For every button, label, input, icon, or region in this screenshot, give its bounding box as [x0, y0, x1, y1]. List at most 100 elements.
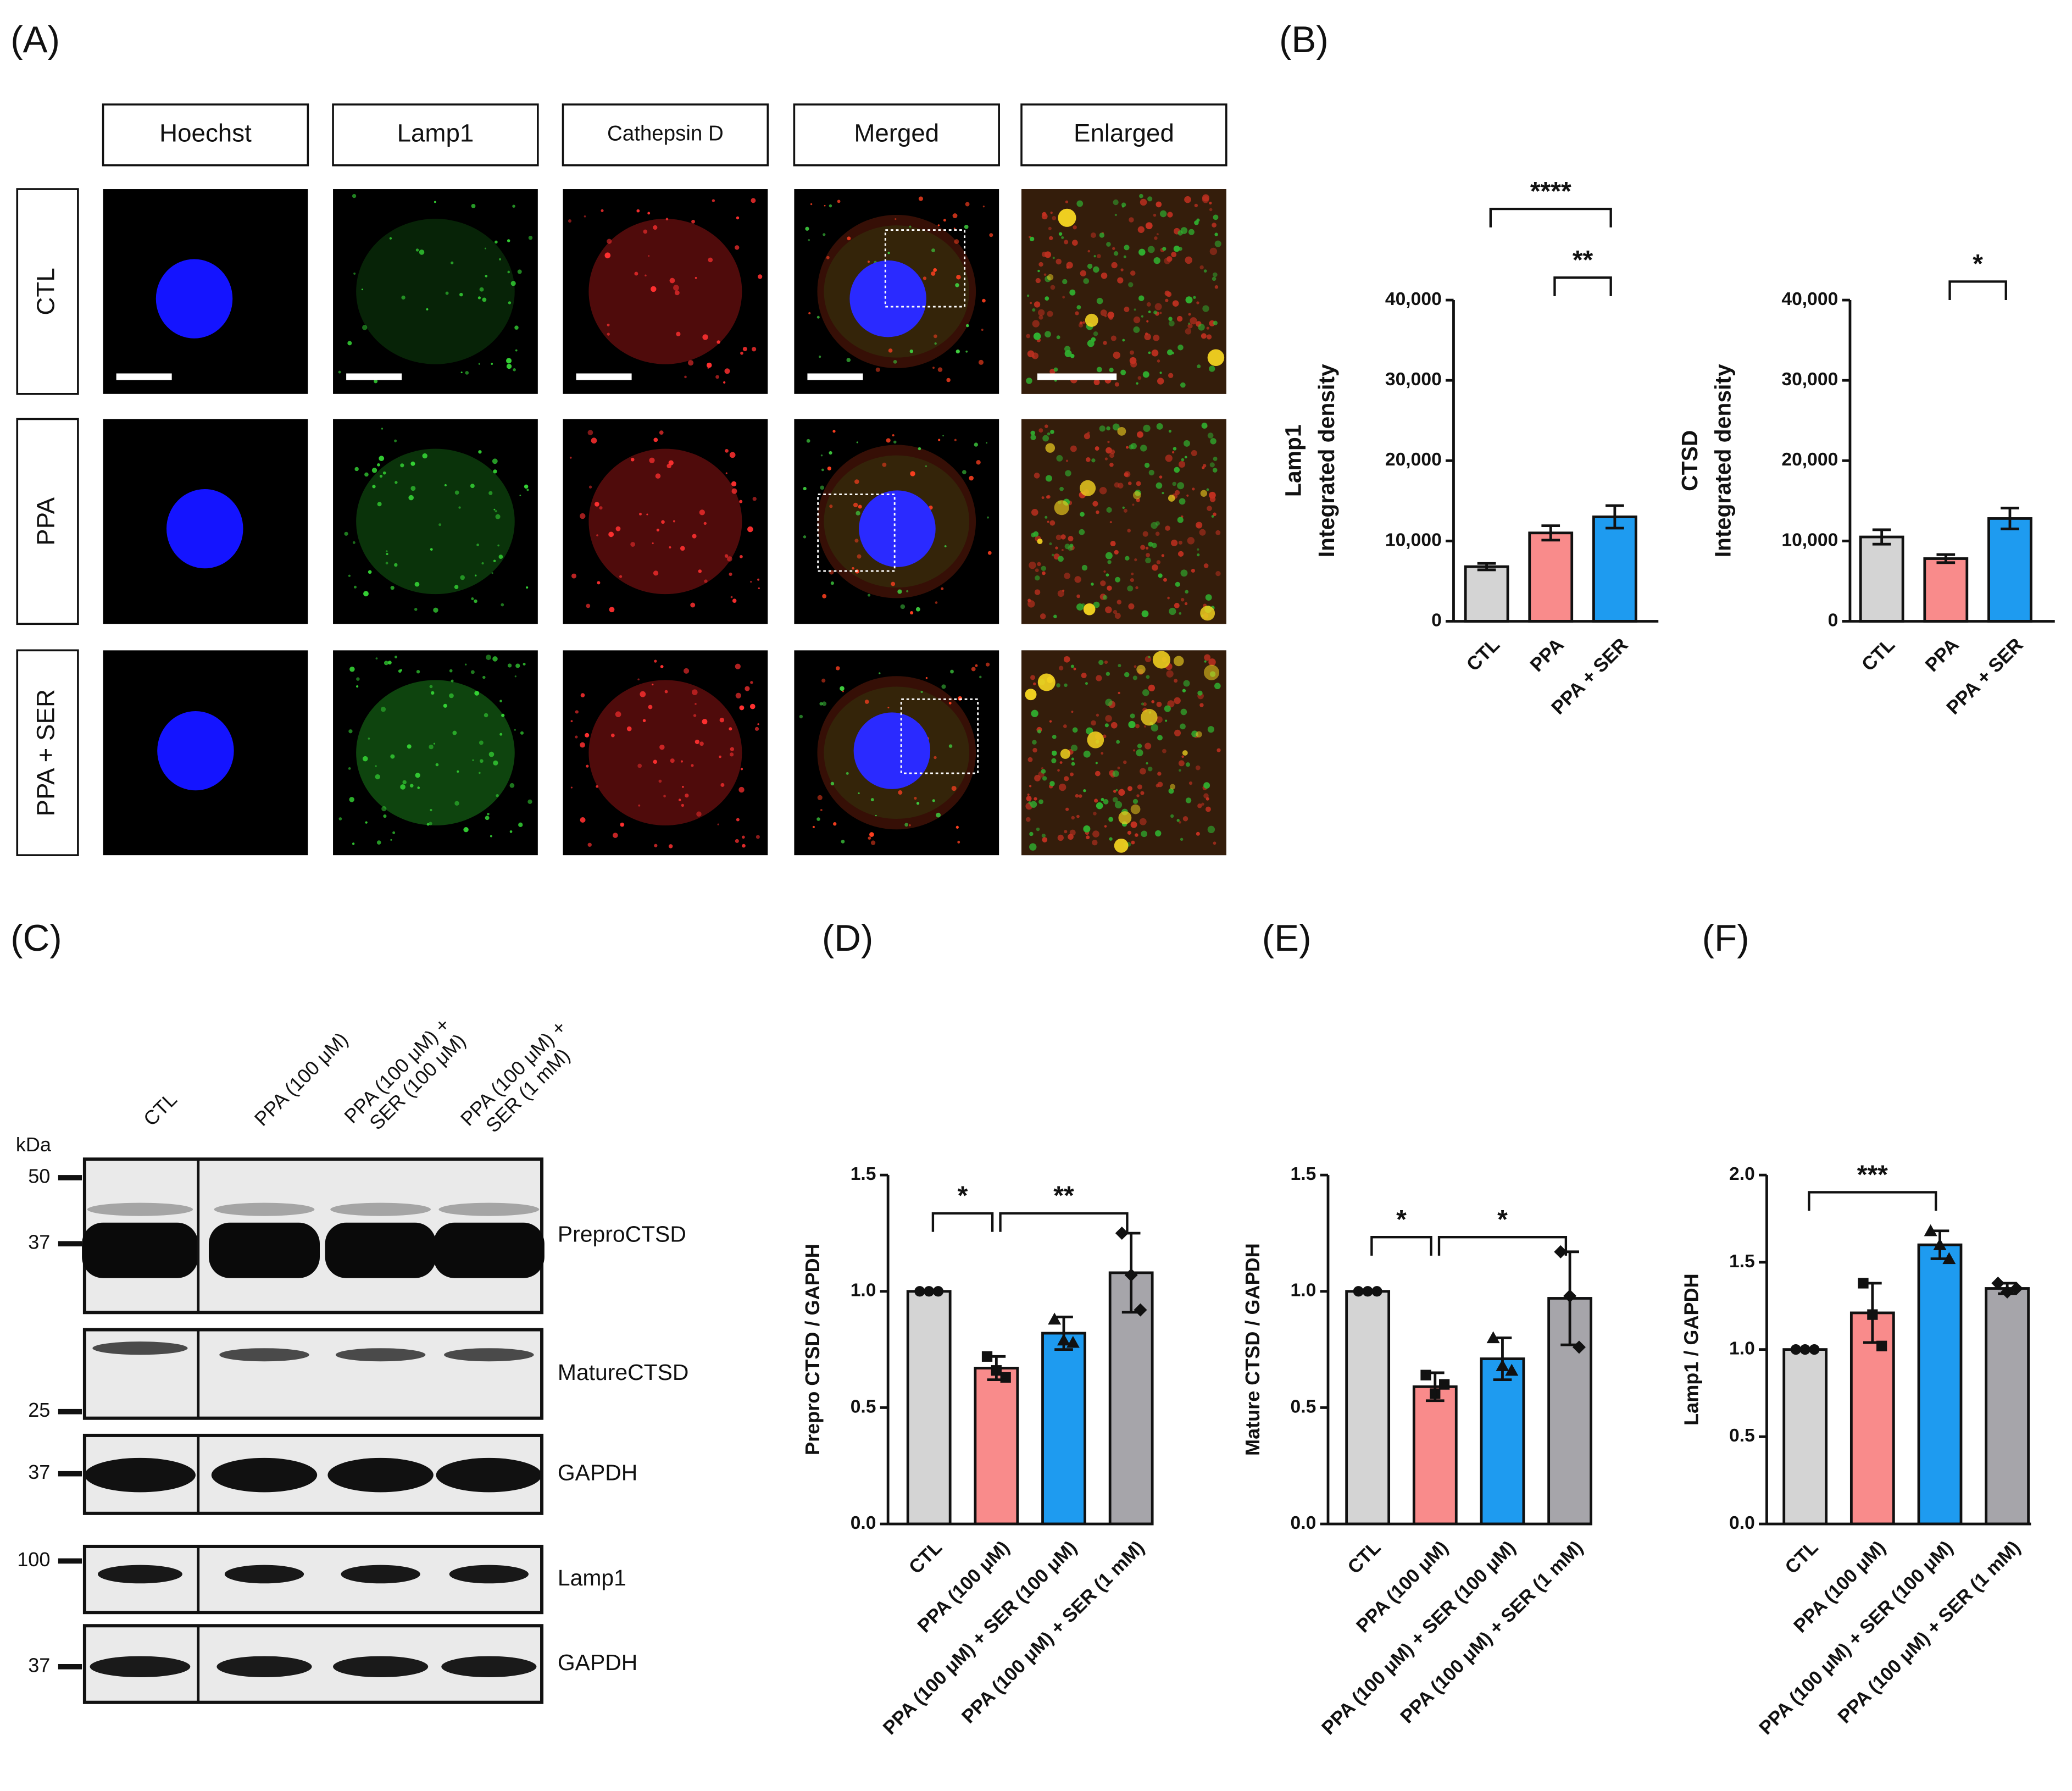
band — [97, 1565, 182, 1584]
micrograph-puncta — [1040, 613, 1046, 619]
micrograph-puncta — [507, 239, 510, 242]
micrograph-puncta — [1141, 830, 1148, 838]
micrograph-puncta — [1063, 656, 1070, 663]
micrograph-puncta — [1076, 200, 1084, 207]
micrograph-puncta — [987, 516, 989, 519]
micrograph-puncta — [1145, 546, 1149, 550]
micrograph-puncta — [1083, 603, 1096, 616]
micrograph-puncta — [591, 437, 597, 444]
micrograph-puncta — [352, 193, 357, 198]
micrograph-puncta — [344, 531, 348, 536]
micrograph-puncta — [1153, 334, 1160, 341]
micrograph-puncta — [674, 290, 680, 296]
bar — [1782, 1348, 1828, 1526]
micrograph-puncta — [1168, 373, 1174, 378]
micrograph-puncta — [1147, 766, 1153, 772]
micrograph-puncta — [1031, 352, 1039, 359]
micrograph-puncta — [1069, 829, 1076, 836]
micrograph-puncta — [368, 738, 370, 740]
micrograph-puncta — [1071, 711, 1074, 713]
micrograph-puncta — [696, 811, 702, 817]
micrograph-puncta — [466, 828, 469, 830]
column-header: Cathepsin D — [607, 122, 724, 146]
y-tick-label: 20,000 — [1781, 450, 1838, 470]
micrograph-puncta — [1141, 702, 1145, 706]
micrograph-puncta — [395, 481, 398, 484]
micrograph-puncta — [1037, 673, 1056, 691]
micrograph-puncta — [1076, 814, 1080, 818]
band — [330, 1202, 431, 1216]
micrograph-puncta — [690, 602, 696, 608]
micrograph-puncta — [1173, 656, 1184, 667]
micrograph-puncta — [595, 502, 599, 507]
micrograph-puncta — [654, 659, 657, 663]
data-point — [1115, 1226, 1129, 1240]
micrograph-puncta — [1130, 804, 1141, 814]
micrograph-puncta — [1180, 723, 1186, 730]
micrograph-puncta — [1034, 589, 1041, 595]
micrograph-puncta — [1132, 491, 1141, 500]
micrograph-puncta — [725, 472, 727, 474]
micrograph-puncta — [955, 283, 959, 287]
micrograph-puncta — [1118, 691, 1120, 695]
micrograph-puncta — [638, 804, 641, 807]
micrograph-puncta — [1123, 255, 1126, 258]
micrograph-puncta — [724, 368, 730, 374]
y-tick-label: 0.5 — [1291, 1396, 1316, 1417]
micrograph-puncta — [957, 840, 960, 844]
micrograph-puncta — [1027, 600, 1035, 608]
micrograph-puncta — [736, 818, 740, 822]
micrograph-puncta — [454, 490, 459, 495]
micrograph-puncta — [752, 347, 757, 352]
micrograph-puncta — [1212, 223, 1217, 228]
micrograph-puncta — [1176, 819, 1180, 822]
micrograph-puncta — [1042, 776, 1047, 781]
nucleus — [859, 490, 936, 567]
micrograph-puncta — [1096, 713, 1099, 717]
micrograph-puncta — [649, 457, 655, 463]
micrograph-puncta — [472, 759, 474, 761]
micrograph-puncta — [1101, 272, 1108, 279]
micrograph-puncta — [923, 276, 927, 280]
micrograph-puncta — [1177, 517, 1184, 523]
micrograph-puncta — [1145, 557, 1151, 564]
micrograph-puncta — [575, 735, 578, 739]
micrograph-puncta — [969, 475, 974, 481]
micrograph-puncta — [491, 363, 493, 365]
micrograph-puncta — [817, 795, 823, 800]
data-point — [1505, 1363, 1519, 1376]
micrograph-puncta — [510, 281, 516, 286]
micrograph-puncta — [1056, 335, 1060, 340]
micrograph-puncta — [1204, 660, 1207, 663]
micrograph-puncta — [740, 351, 743, 355]
micrograph-puncta — [384, 661, 388, 666]
micrograph-puncta — [1032, 740, 1037, 745]
bar — [1480, 1357, 1525, 1526]
band — [436, 1457, 542, 1493]
band — [216, 1656, 312, 1678]
significance-bracket — [1489, 207, 1612, 228]
micrograph-puncta — [1048, 226, 1052, 230]
micrograph-puncta — [982, 298, 986, 303]
micrograph-puncta — [1109, 462, 1114, 467]
micrograph-puncta — [611, 733, 615, 738]
micrograph-puncta — [475, 574, 477, 576]
micrograph-puncta — [348, 729, 353, 734]
nucleus — [157, 711, 234, 791]
micrograph-puncta — [1154, 236, 1158, 240]
micrograph-puncta — [732, 598, 737, 603]
micrograph-puncta — [1177, 482, 1185, 490]
micrograph-puncta — [1140, 791, 1145, 795]
micrograph-puncta — [1050, 285, 1056, 290]
micrograph-puncta — [989, 233, 993, 237]
micrograph-puncta — [1166, 670, 1174, 678]
micrograph-puncta — [680, 546, 685, 551]
micrograph-puncta — [362, 756, 368, 762]
micrograph-puncta — [909, 225, 912, 228]
micrograph-puncta — [1180, 838, 1184, 841]
micrograph-puncta — [381, 428, 384, 430]
band — [214, 1202, 315, 1216]
micrograph-puncta — [410, 461, 415, 466]
micrograph-puncta — [613, 833, 618, 838]
micrograph-puncta — [387, 661, 392, 665]
